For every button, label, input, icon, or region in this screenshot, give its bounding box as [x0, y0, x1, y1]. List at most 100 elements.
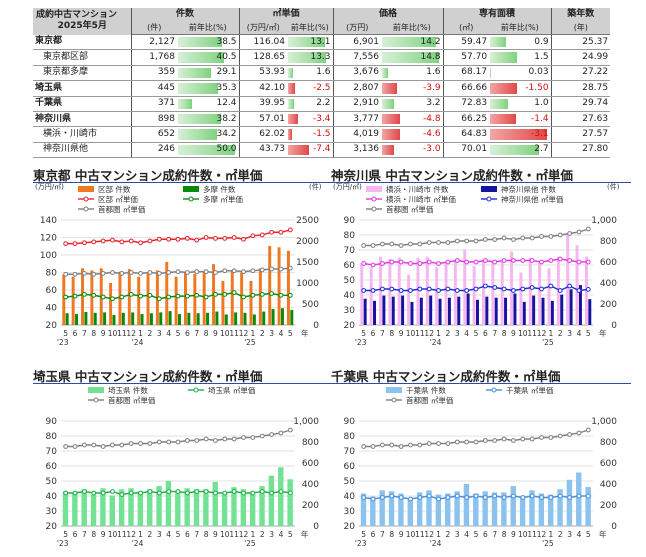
- subheader: 前年比(%): [381, 21, 444, 35]
- year-suffix: 年: [599, 529, 607, 539]
- x-tick-label: 8: [91, 329, 96, 338]
- line-point: [213, 291, 218, 297]
- left-tick-label: 100: [40, 251, 57, 261]
- x-tick-label: 12: [126, 530, 136, 539]
- line-point: [529, 436, 535, 442]
- yoy-bar: [490, 144, 540, 156]
- area-value: 64.83: [443, 126, 490, 143]
- line-point: [445, 286, 451, 292]
- line-point: [361, 288, 367, 293]
- age-value: 27.63: [551, 111, 611, 128]
- line-point: [82, 291, 87, 297]
- line-point: [128, 291, 134, 297]
- bar: [425, 256, 429, 325]
- line-point: [454, 439, 460, 445]
- count-value: 371: [131, 96, 177, 112]
- x-tick-label: 7: [492, 329, 497, 338]
- x-tick-label: 6: [371, 329, 376, 338]
- right-tick-label: 400: [302, 480, 319, 490]
- bar: [481, 259, 485, 325]
- line-point: [156, 236, 162, 242]
- bar: [373, 300, 377, 325]
- line-point: [241, 269, 246, 275]
- line-point: [72, 444, 78, 449]
- bar: [388, 491, 395, 526]
- chart-title: 神奈川県 中古マンション成約件数・㎡単価: [331, 168, 573, 183]
- line-point: [548, 234, 554, 239]
- subheader: 前年比(%): [287, 21, 334, 35]
- bar: [221, 494, 228, 526]
- yoy-bar: [490, 113, 516, 125]
- line-point: [250, 233, 256, 239]
- x-tick-label: 8: [389, 530, 394, 539]
- line-point: [567, 231, 573, 236]
- bar: [494, 297, 498, 325]
- yoy-cell: -1.4: [489, 111, 552, 128]
- line-point: [138, 490, 143, 496]
- line-point: [361, 444, 367, 449]
- right-tick-label: 1,000: [293, 417, 319, 427]
- bar: [382, 295, 386, 325]
- line-point: [529, 285, 535, 290]
- line-point: [408, 288, 413, 293]
- left-tick-label: 90: [344, 216, 356, 226]
- age-value: 25.37: [551, 34, 611, 51]
- table-header-row: 成約中古マンション 2025年5月 件数 ㎡単価 価格 専有面積 築年数: [33, 8, 611, 35]
- line-point: [585, 493, 591, 499]
- x-tick-label: 2: [558, 329, 563, 338]
- x-tick-label: 7: [492, 530, 497, 539]
- bar: [454, 491, 460, 526]
- line-point: [241, 490, 246, 496]
- yoy-bar: [178, 113, 222, 125]
- bar: [174, 276, 178, 325]
- row-name: 横浜・川崎市: [33, 126, 132, 143]
- yoy-cell: -3.9: [381, 80, 444, 97]
- yoy-bar: [178, 129, 217, 140]
- x-tick-label: 2: [558, 530, 563, 539]
- row-name: 東京都: [33, 34, 132, 51]
- legend-marker: [83, 196, 89, 202]
- line-point: [511, 288, 516, 293]
- line-point: [287, 265, 293, 271]
- left-tick-label: 90: [46, 417, 58, 427]
- bar: [510, 486, 516, 526]
- line-point: [454, 288, 460, 293]
- subheader: (万円/㎡): [239, 21, 288, 35]
- x-tick-label: 3: [567, 329, 572, 338]
- x-tick-label: 9: [399, 329, 404, 338]
- legend-marker: [188, 196, 194, 202]
- bar: [360, 493, 367, 526]
- bar: [429, 295, 433, 325]
- right-tick-label: 2000: [296, 237, 319, 247]
- line-point: [436, 288, 441, 293]
- x-tick-label: 9: [101, 329, 106, 338]
- line-point: [361, 261, 367, 266]
- bar: [491, 492, 498, 526]
- bar: [547, 494, 554, 526]
- right-tick-label: 200: [600, 300, 617, 310]
- bar: [262, 311, 266, 325]
- bar: [476, 299, 479, 325]
- x-tick-label: 6: [73, 530, 78, 539]
- yoy-value: 38.2: [216, 113, 237, 124]
- legend-label: 横浜・川崎市 件数: [386, 184, 449, 194]
- x-tick-label: 9: [213, 530, 218, 539]
- line-point: [72, 271, 78, 277]
- legend-label: 首都圏 ㎡単価: [386, 204, 434, 214]
- right-unit-label: (件): [607, 182, 620, 191]
- line-point: [539, 495, 544, 500]
- x-tick-label: 3: [455, 329, 460, 338]
- x-tick-label: 4: [166, 329, 171, 338]
- x-tick-label: 12: [537, 329, 547, 338]
- line-point: [278, 292, 284, 298]
- line-point: [269, 266, 275, 272]
- legend-marker: [193, 387, 199, 393]
- line-point: [389, 442, 395, 448]
- yoy-value: 1.6: [316, 67, 331, 78]
- right-tick-label: 200: [600, 501, 617, 511]
- bar: [249, 280, 253, 325]
- count-value: 652: [131, 126, 177, 143]
- right-tick-label: 1,000: [591, 216, 617, 226]
- subheader: 前年比(%): [489, 21, 552, 35]
- line-point: [194, 292, 200, 298]
